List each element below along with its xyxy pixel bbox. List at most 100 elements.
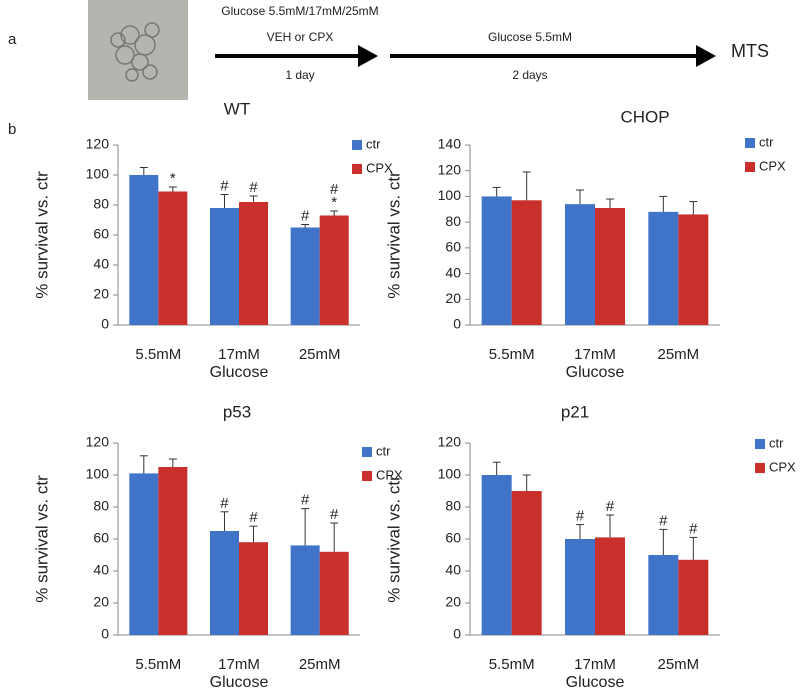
- annotation: #: [220, 495, 229, 512]
- bar: [648, 555, 679, 635]
- y-tick-label: 20: [93, 286, 109, 302]
- legend-label: ctr: [366, 136, 381, 151]
- legend-swatch: [745, 162, 755, 172]
- arrow-head: [696, 45, 716, 67]
- y-tick-label: 40: [93, 562, 109, 578]
- x-tick-label: 25mM: [657, 346, 699, 363]
- x-tick-label: 17mM: [218, 656, 260, 673]
- x-axis-label: Glucose: [210, 364, 269, 381]
- y-tick-label: 80: [445, 498, 461, 514]
- annotation: #: [606, 498, 615, 515]
- end-text: MTS: [731, 41, 769, 61]
- legend-swatch: [362, 471, 372, 481]
- y-tick-label: 0: [101, 626, 109, 642]
- annotation: #: [249, 509, 258, 526]
- step-text: Glucose 5.5mM: [488, 30, 572, 44]
- y-tick-label: 80: [445, 213, 461, 229]
- y-tick-label: 0: [453, 626, 461, 642]
- x-axis-label: Glucose: [566, 674, 625, 689]
- legend-swatch: [755, 439, 765, 449]
- panel-label: a: [8, 31, 17, 48]
- bar: [129, 473, 159, 635]
- annotation: *: [170, 170, 176, 187]
- bar: [481, 196, 512, 325]
- annotation: #: [249, 179, 258, 196]
- annotation: #: [301, 492, 310, 509]
- legend-label: CPX: [759, 158, 786, 173]
- bar: [129, 175, 159, 325]
- legend-label: ctr: [376, 443, 391, 458]
- y-axis-label: % survival vs. ctr: [32, 171, 51, 299]
- bar: [595, 208, 625, 325]
- y-tick-label: 80: [93, 196, 109, 212]
- chart-title: p53: [223, 402, 251, 421]
- y-tick-label: 100: [438, 187, 462, 203]
- bar: [290, 545, 320, 635]
- annotation: #: [301, 207, 310, 224]
- bar: [678, 214, 709, 325]
- bar: [595, 537, 625, 635]
- annotation: #: [576, 508, 585, 525]
- legend-swatch: [352, 164, 362, 174]
- annotation: #: [689, 520, 698, 537]
- chart-title: CHOP: [620, 107, 669, 126]
- bar: [290, 227, 320, 325]
- y-tick-label: 120: [86, 434, 110, 450]
- bar: [678, 559, 709, 635]
- y-tick-label: 60: [93, 226, 109, 242]
- x-tick-label: 25mM: [299, 346, 341, 363]
- bar: [239, 202, 269, 325]
- bar: [511, 200, 542, 325]
- bar: [319, 551, 349, 635]
- y-axis-label: % survival vs. ctr: [384, 171, 403, 299]
- legend-swatch: [352, 140, 362, 150]
- y-tick-label: 60: [445, 530, 461, 546]
- annotation: #: [220, 177, 229, 194]
- y-tick-label: 20: [445, 594, 461, 610]
- bar: [158, 467, 188, 635]
- bar: [648, 211, 679, 325]
- y-tick-label: 40: [445, 264, 461, 280]
- bar: [209, 531, 239, 635]
- legend-label: CPX: [769, 459, 796, 474]
- y-axis-label: % survival vs. ctr: [32, 475, 51, 603]
- bar: [511, 491, 542, 635]
- y-tick-label: 120: [438, 161, 462, 177]
- x-tick-label: 5.5mM: [489, 346, 535, 363]
- legend-label: CPX: [366, 160, 393, 175]
- legend-swatch: [362, 447, 372, 457]
- y-tick-label: 60: [93, 530, 109, 546]
- legend-swatch: [745, 138, 755, 148]
- y-tick-label: 140: [438, 136, 462, 152]
- x-tick-label: 17mM: [218, 346, 260, 363]
- chart-title: WT: [224, 99, 250, 118]
- arrow-head: [358, 45, 378, 67]
- y-tick-label: 0: [453, 316, 461, 332]
- y-tick-label: 20: [93, 594, 109, 610]
- x-tick-label: 25mM: [299, 656, 341, 673]
- bar: [239, 542, 269, 635]
- y-tick-label: 0: [101, 316, 109, 332]
- bar: [565, 539, 595, 635]
- y-tick-label: 40: [93, 256, 109, 272]
- x-tick-label: 17mM: [574, 656, 616, 673]
- y-tick-label: 100: [86, 166, 110, 182]
- bar: [481, 475, 512, 635]
- chart-title: p21: [561, 402, 589, 421]
- legend-label: CPX: [376, 467, 403, 482]
- y-tick-label: 100: [86, 466, 110, 482]
- x-axis-label: Glucose: [210, 674, 269, 689]
- annotation: #: [330, 506, 339, 523]
- cell-cluster: [110, 22, 160, 82]
- cell-image: [88, 0, 188, 100]
- annotation: #: [330, 181, 339, 198]
- annotation: #: [659, 512, 668, 529]
- bar: [565, 204, 595, 325]
- step-text: VEH or CPX: [267, 30, 334, 44]
- x-tick-label: 5.5mM: [135, 346, 181, 363]
- legend-swatch: [755, 463, 765, 473]
- y-axis-label: % survival vs. ctr: [384, 475, 403, 603]
- x-tick-label: 17mM: [574, 346, 616, 363]
- step-text: 1 day: [285, 68, 314, 82]
